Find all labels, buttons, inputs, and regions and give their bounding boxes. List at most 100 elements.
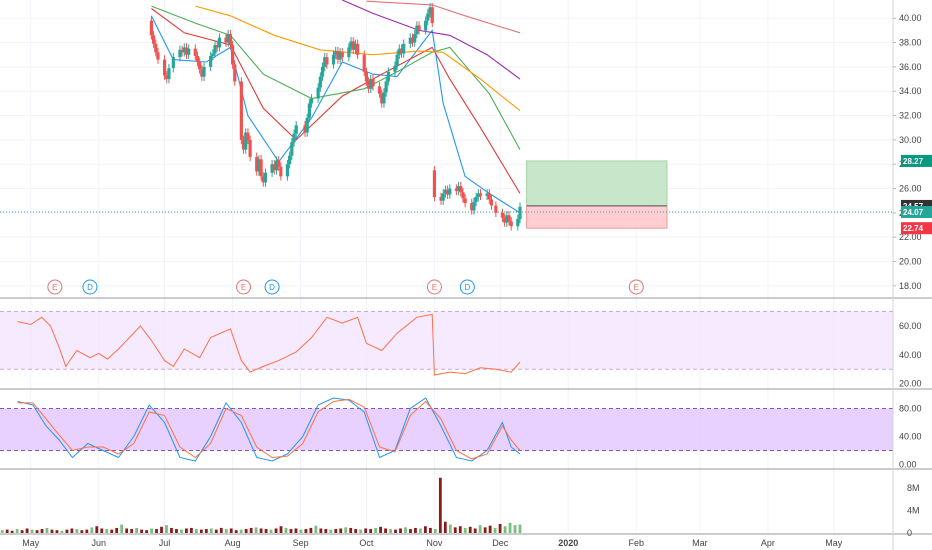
- candle-body: [320, 66, 325, 77]
- event-marker-label: E: [432, 283, 437, 292]
- candle-body: [193, 48, 197, 56]
- candle-body: [165, 75, 169, 80]
- candle-body: [353, 43, 358, 50]
- volume-bar: [458, 526, 462, 533]
- candle-body: [474, 197, 478, 202]
- volume-bar: [279, 526, 283, 533]
- candle-body: [200, 69, 204, 77]
- volume-bar: [155, 529, 158, 533]
- volume-bar: [65, 529, 69, 533]
- candle-body: [351, 41, 355, 50]
- candle-body: [428, 7, 432, 14]
- dividend-marker[interactable]: [459, 279, 475, 295]
- volume-bar: [314, 525, 318, 533]
- candle-body: [331, 54, 336, 65]
- candle-body: [272, 164, 276, 171]
- long-position-tool[interactable]: [0, 160, 893, 229]
- volume-bar: [224, 529, 228, 533]
- candle-body: [226, 34, 230, 43]
- volume-bar: [284, 527, 288, 533]
- earnings-marker[interactable]: [47, 279, 63, 295]
- candle-body: [494, 205, 498, 213]
- price-axis[interactable]: 40.0038.0036.0034.0032.0030.0028.0026.00…: [893, 13, 932, 538]
- candle-body: [202, 66, 206, 77]
- volume-bar: [354, 529, 358, 533]
- candle-body: [459, 186, 463, 193]
- volume-bar: [448, 524, 452, 533]
- volume-bar: [219, 527, 223, 533]
- volume-bars-layer: [0, 477, 522, 533]
- candles-layer: [149, 3, 522, 231]
- volume-bar: [443, 521, 447, 533]
- dividend-marker[interactable]: [264, 279, 280, 295]
- candle-body: [292, 133, 296, 143]
- time-axis-label: May: [22, 538, 40, 548]
- volume-bar: [0, 530, 4, 533]
- candle-body: [151, 35, 156, 44]
- volume-bar: [409, 529, 412, 533]
- candle-body: [485, 193, 489, 196]
- earnings-marker[interactable]: [426, 279, 442, 295]
- price-label-box[interactable]: [901, 222, 932, 235]
- candle-body: [305, 117, 309, 133]
- candle-body: [399, 48, 404, 54]
- volume-bar: [170, 527, 173, 533]
- volume-bar: [110, 529, 114, 533]
- volume-bar: [75, 529, 79, 533]
- event-marker-label: D: [464, 283, 470, 292]
- volume-bar: [249, 527, 253, 533]
- volume-bar: [45, 527, 49, 533]
- volume-bar: [349, 527, 353, 533]
- candle-body: [323, 57, 327, 67]
- volume-bar: [503, 526, 507, 533]
- candle-body: [340, 52, 344, 58]
- volume-bar: [259, 528, 263, 533]
- volume-bar: [394, 529, 397, 533]
- dividend-marker[interactable]: [82, 279, 98, 295]
- stochastic-tick-label: 0.00: [899, 460, 917, 470]
- price-label-text: 28.27: [903, 157, 924, 166]
- time-axis[interactable]: May Jun Jul Aug Sep Oct Nov Dec 2020 Feb Mar Apr May: [22, 538, 843, 548]
- candle-body: [259, 159, 263, 177]
- volume-bar: [299, 529, 303, 533]
- candle-body: [263, 172, 268, 183]
- volume-bar: [473, 528, 477, 533]
- volume-bar: [180, 529, 183, 533]
- candle-body: [489, 199, 494, 206]
- time-axis-label: Jun: [91, 538, 106, 548]
- price-label-box[interactable]: [901, 154, 932, 167]
- volume-bar: [419, 528, 422, 533]
- candle-body: [509, 221, 513, 227]
- stop-zone[interactable]: [526, 205, 668, 229]
- volume-bar: [339, 528, 343, 533]
- earnings-marker[interactable]: [236, 279, 252, 295]
- volume-bar: [244, 529, 248, 533]
- volume-bar: [115, 527, 119, 533]
- volume-bar: [185, 528, 188, 533]
- candle-body: [303, 125, 307, 133]
- price-label-text: 22.74: [903, 224, 924, 233]
- volume-bar: [140, 529, 144, 533]
- candle-body: [386, 71, 390, 82]
- candle-body: [244, 132, 248, 150]
- candle-body: [257, 159, 261, 172]
- rsi-line: [17, 313, 521, 376]
- stochastic-line: [17, 398, 521, 460]
- candle-body: [430, 7, 434, 24]
- volume-bar: [209, 528, 213, 533]
- candle-body: [500, 212, 505, 218]
- price-label-box[interactable]: [901, 206, 932, 219]
- stochastic-tick-label: 40.00: [899, 432, 922, 442]
- volume-bar: [344, 527, 348, 533]
- volume-bar: [438, 477, 442, 533]
- candle-body: [246, 132, 250, 140]
- volume-bar: [85, 529, 89, 533]
- earnings-marker[interactable]: [628, 279, 644, 295]
- profit-zone[interactable]: [526, 160, 668, 207]
- moving-average-line: [366, 0, 521, 34]
- volume-tick-label: 0: [907, 528, 912, 538]
- candle-body: [507, 215, 511, 222]
- candle-body: [364, 71, 369, 82]
